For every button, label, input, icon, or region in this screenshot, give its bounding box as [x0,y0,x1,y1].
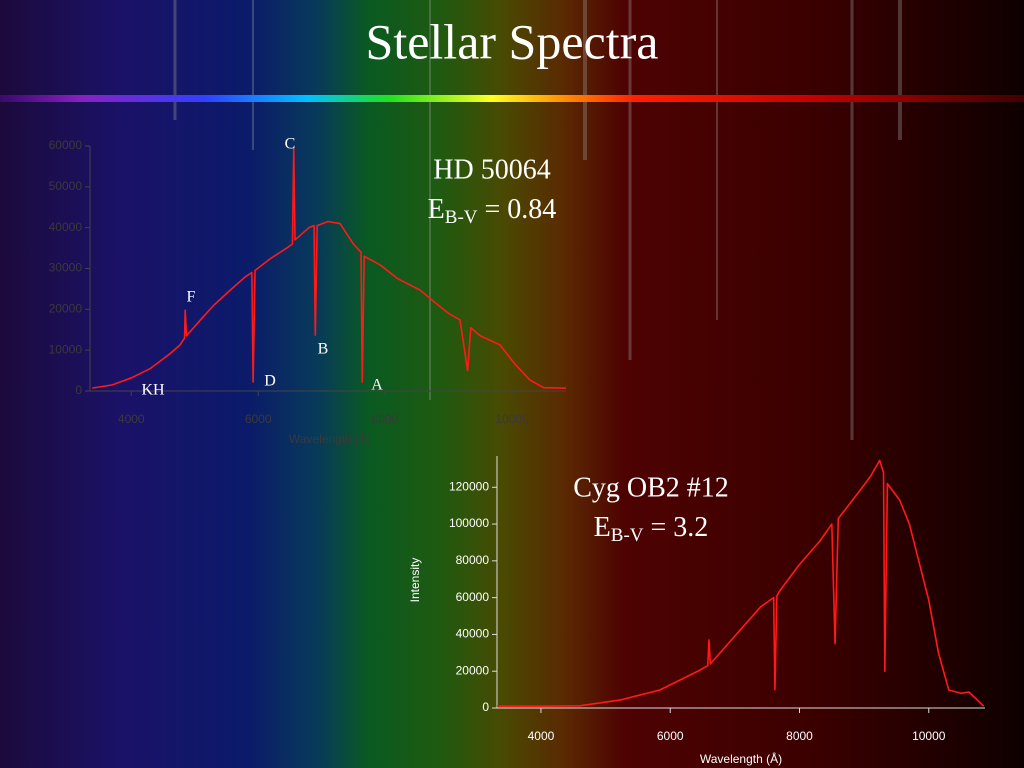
reddening-subscript: B-V [611,525,644,546]
reddening-subscript: B-V [445,207,478,228]
x-tick-label: 6000 [245,412,272,426]
y-tick-label: 80000 [456,553,490,567]
x-tick-label: 10000 [912,729,946,743]
y-tick-label: 50000 [49,179,83,193]
line-label: F [187,289,196,306]
star-name: HD 50064 [433,154,550,185]
x-tick-label: 8000 [786,729,813,743]
reddening: EB-V = 0.84 [428,194,557,228]
x-tick-label: 6000 [657,729,684,743]
y-tick-label: 120000 [449,479,489,493]
reddening-value: = 3.2 [651,512,709,543]
y-tick-label: 20000 [456,663,490,677]
x-axis-label: Wavelength (Å) [289,431,371,446]
y-tick-label: 30000 [49,261,83,275]
reddening-symbol: E [428,194,445,225]
y-tick-label: 40000 [456,627,490,641]
rainbow-band [0,95,1024,102]
x-axis-label: Wavelength (Å) [700,751,782,766]
star-name: Cyg OB2 #12 [573,472,729,503]
y-tick-label: 10000 [49,342,83,356]
y-tick-label: 60000 [49,138,83,152]
line-label: D [264,373,276,390]
x-tick-label: 4000 [528,729,555,743]
y-tick-label: 0 [482,700,489,714]
y-axis-label: Intensity [408,558,422,603]
x-tick-label: 10000 [495,412,529,426]
reddening-symbol: E [594,512,611,543]
y-tick-label: 0 [75,383,82,397]
reddening-value: = 0.84 [485,194,557,225]
line-label: B [318,341,329,358]
reddening: EB-V = 3.2 [594,512,709,546]
y-tick-label: 60000 [456,590,490,604]
absorption-lines [173,0,902,440]
y-tick-label: 40000 [49,220,83,234]
y-tick-label: 20000 [49,302,83,316]
y-tick-label: 100000 [449,516,489,530]
line-label: C [285,136,296,153]
x-tick-label: 4000 [118,412,145,426]
line-label: A [371,377,383,394]
spectrum-line [92,147,567,389]
x-tick-label: 8000 [372,412,399,426]
line-label: KH [141,382,165,399]
spectrum-line [497,459,985,707]
slide-title: Stellar Spectra [366,13,659,69]
